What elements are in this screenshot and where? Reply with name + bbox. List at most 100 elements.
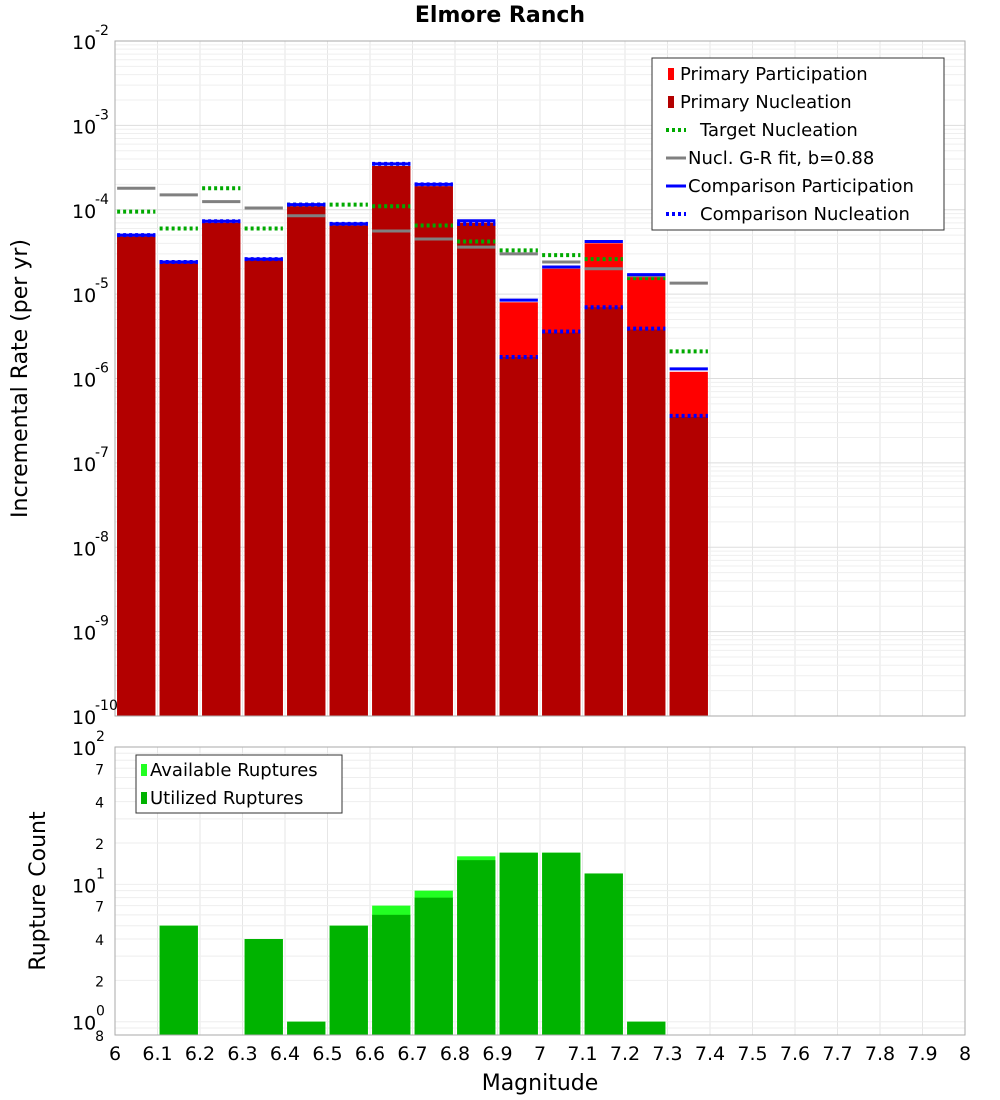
bottom-y-axis-label: Rupture Count [26, 811, 51, 971]
legend-label: Primary Nucleation [680, 92, 852, 113]
bottom-plot-legend: Available Ruptures Utilized Ruptures [135, 754, 343, 814]
bar-primary-nucleation [669, 416, 708, 716]
x-tick-label: 6.2 [185, 1043, 215, 1065]
y-tick-label: 2 [95, 974, 104, 990]
y-tick-exponent: -8 [95, 529, 109, 545]
y-tick-label: 10 [72, 707, 96, 729]
legend-label: Nucl. G-R fit, b=0.88 [688, 148, 874, 169]
x-tick-label: 7 [534, 1043, 546, 1065]
top-y-axis-label: Incremental Rate (per yr) [8, 239, 33, 518]
y-tick-exponent: 1 [96, 866, 105, 882]
x-axis-label: Magnitude [482, 1071, 599, 1096]
y-tick-label: 10 [72, 285, 96, 307]
x-tick-label: 6.5 [312, 1043, 342, 1065]
y-tick-label: 2 [95, 837, 104, 853]
y-tick-exponent: -10 [95, 698, 118, 714]
y-tick-exponent: -2 [95, 23, 109, 39]
top-plot-bars [117, 166, 708, 717]
chart-title: Elmore Ranch [415, 3, 585, 28]
bar-primary-nucleation [584, 307, 623, 716]
legend-box [135, 754, 343, 814]
top-plot-legend: Primary Participation Primary Nucleation T… [651, 57, 945, 231]
bar-primary-nucleation [414, 186, 453, 716]
y-tick-label: 4 [95, 933, 104, 949]
bar-primary-nucleation [287, 206, 326, 716]
bar-utilized-ruptures [584, 873, 623, 1035]
legend-label: Comparison Nucleation [700, 204, 910, 225]
x-tick-label: 6.1 [142, 1043, 172, 1065]
y-tick-label: 4 [95, 796, 104, 812]
bar-utilized-ruptures [329, 925, 368, 1035]
x-tick-label: 7.1 [567, 1043, 597, 1065]
bar-utilized-ruptures [244, 939, 283, 1035]
y-tick-label: 10 [72, 116, 96, 138]
y-tick-exponent: -9 [95, 614, 109, 630]
bar-primary-nucleation [499, 356, 538, 716]
x-tick-label: 6.7 [397, 1043, 427, 1065]
y-tick-label: 10 [72, 454, 96, 476]
bar-primary-nucleation [457, 222, 496, 716]
bar-primary-nucleation [159, 263, 198, 716]
x-tick-label: 6.9 [482, 1043, 512, 1065]
x-tick-label: 7.3 [652, 1043, 682, 1065]
bar-utilized-ruptures [287, 1021, 326, 1035]
y-tick-label: 10 [72, 201, 96, 223]
y-tick-label: 10 [72, 370, 96, 392]
y-tick-exponent: -3 [95, 107, 109, 123]
x-tick-label: 7.9 [907, 1043, 937, 1065]
y-tick-label: 7 [95, 762, 104, 778]
legend-swatch-utilized-ruptures [141, 792, 147, 804]
top-plot-frame [114, 40, 966, 717]
y-tick-label: 7 [95, 900, 104, 916]
x-tick-label: 6.3 [227, 1043, 257, 1065]
y-tick-label: 10 [72, 623, 96, 645]
x-tick-label: 7.5 [737, 1043, 767, 1065]
legend-swatch-primary-nucleation [668, 96, 674, 108]
bar-primary-nucleation [372, 166, 411, 717]
y-tick-exponent: 0 [96, 1004, 105, 1020]
x-tick-label: 7.2 [610, 1043, 640, 1065]
legend-swatch-primary-participation [668, 68, 674, 80]
bar-utilized-ruptures [457, 860, 496, 1035]
x-tick-label: 6.4 [270, 1043, 300, 1065]
x-tick-label: 7.4 [695, 1043, 725, 1065]
bar-utilized-ruptures [414, 897, 453, 1035]
bar-primary-nucleation [244, 260, 283, 716]
x-tick-label: 8 [959, 1043, 971, 1065]
y-tick-label: 10 [72, 875, 96, 897]
top-plot-step-lines [117, 161, 708, 418]
y-tick-label: 10 [72, 1013, 96, 1035]
y-tick-label: 10 [72, 32, 96, 54]
y-tick-label: 10 [72, 538, 96, 560]
x-tick-label: 7.8 [865, 1043, 895, 1065]
x-tick-label: 6.6 [355, 1043, 385, 1065]
legend-label: Utilized Ruptures [150, 788, 303, 809]
y-tick-exponent: -7 [95, 445, 109, 461]
x-tick-labels: 6 6.1 6.2 6.3 6.4 6.5 6.6 6.7 6.8 6.9 7 7.1 7.2 7.3 7.… [109, 1043, 971, 1065]
bar-utilized-ruptures [159, 925, 198, 1035]
y-tick-exponent: -5 [95, 276, 109, 292]
y-tick-label: 8 [95, 1029, 104, 1045]
bar-utilized-ruptures [627, 1021, 666, 1035]
bar-utilized-ruptures [499, 852, 538, 1035]
legend-label: Primary Participation [680, 64, 868, 85]
x-tick-label: 7.6 [780, 1043, 810, 1065]
x-tick-label: 7.7 [822, 1043, 852, 1065]
bottom-plot-bars [159, 852, 666, 1035]
x-tick-label: 6.8 [440, 1043, 470, 1065]
legend-box [651, 57, 945, 231]
y-tick-exponent: -4 [95, 192, 109, 208]
legend-label: Target Nucleation [699, 120, 858, 141]
y-tick-label: 10 [72, 738, 96, 760]
bar-utilized-ruptures [542, 852, 581, 1035]
bottom-plot-frame [114, 746, 966, 1036]
bar-primary-nucleation [329, 225, 368, 716]
x-tick-label: 6 [109, 1043, 121, 1065]
bar-primary-nucleation [202, 222, 241, 716]
bar-primary-nucleation [542, 332, 581, 716]
bar-primary-nucleation [117, 236, 156, 716]
bar-primary-nucleation [627, 329, 666, 716]
